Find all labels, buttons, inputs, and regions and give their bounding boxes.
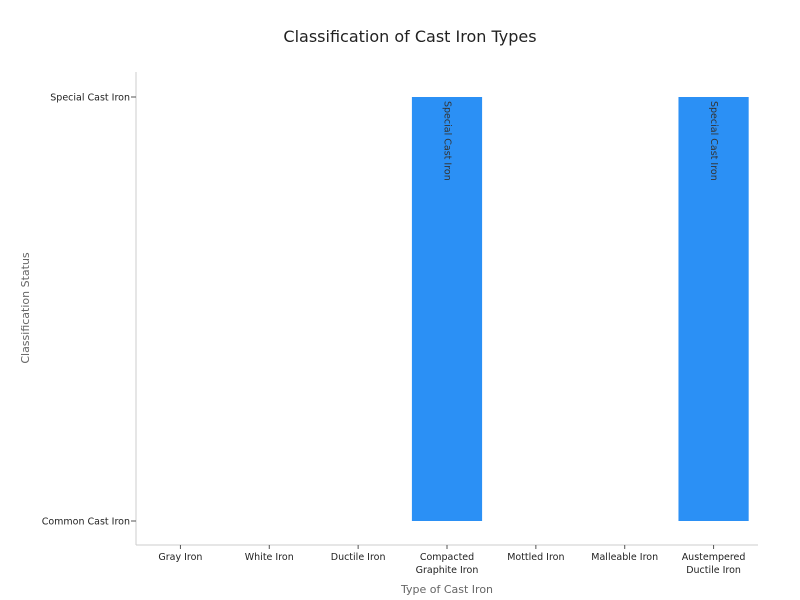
x-tick-label: Austempered Ductile Iron: [682, 552, 746, 576]
x-tick-label-line: Malleable Iron: [591, 552, 658, 563]
x-tick-label: Gray Iron: [158, 552, 202, 563]
x-tick-label: Malleable Iron: [591, 552, 658, 563]
y-axis-title: Classification Status: [19, 252, 32, 364]
x-tick-label-line: White Iron: [245, 552, 294, 563]
x-tick-label: Compacted Graphite Iron: [416, 552, 479, 576]
x-tick-label: Ductile Iron: [331, 552, 386, 563]
chart-title: Classification of Cast Iron Types: [283, 27, 536, 46]
x-tick-label-line: Compacted: [420, 552, 474, 563]
x-tick-label-line: Graphite Iron: [416, 565, 479, 576]
bar: [411, 97, 483, 521]
x-tick-label-line: Mottled Iron: [507, 552, 564, 563]
x-tick-label-line: Ductile Iron: [331, 552, 386, 563]
x-tick-label-line: Austempered: [682, 552, 746, 563]
x-tick-label-line: Gray Iron: [158, 552, 202, 563]
y-tick-label: Common Cast Iron: [42, 517, 130, 528]
y-tick-label: Special Cast Iron: [50, 93, 130, 104]
tick-labels: Common Cast Iron Special Cast Iron Gray Ir…: [42, 93, 746, 577]
bars: Special Cast Iron Special Cast Iron: [411, 97, 749, 521]
bar: [678, 97, 749, 521]
x-axis-title: Type of Cast Iron: [400, 583, 493, 596]
bar-data-label: Special Cast Iron: [442, 101, 453, 181]
bar-data-label: Special Cast Iron: [708, 101, 719, 181]
x-tick-label: White Iron: [245, 552, 294, 563]
x-tick-label: Mottled Iron: [507, 552, 564, 563]
x-tick-label-line: Ductile Iron: [686, 565, 741, 576]
